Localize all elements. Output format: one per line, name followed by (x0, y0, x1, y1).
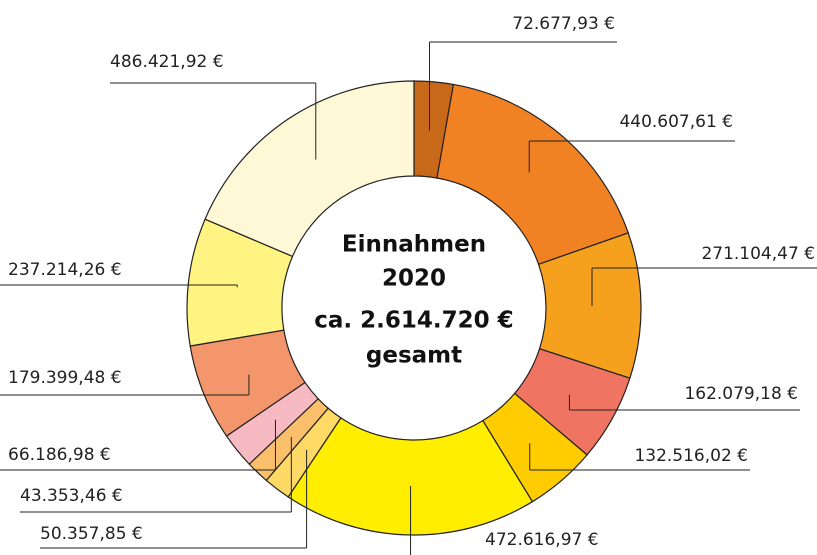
value-label: 132.516,02 € (634, 446, 748, 466)
slice (436, 83, 629, 266)
value-label: 179.399,48 € (8, 368, 122, 388)
value-label: 486.421,92 € (110, 52, 224, 72)
center-line: ca. 2.614.720 € (314, 308, 513, 334)
center-line: 2020 (382, 266, 446, 292)
slice (287, 417, 534, 536)
center-line: gesamt (366, 343, 462, 369)
value-label: 237.214,26 € (8, 260, 122, 280)
center-label: Einnahmen 2020 ca. 2.614.720 € gesamt (314, 232, 513, 369)
value-label: 50.357,85 € (40, 524, 143, 544)
value-label: 440.607,61 € (619, 112, 733, 132)
value-label: 43.353,46 € (20, 486, 123, 506)
value-label: 66.186,98 € (8, 445, 111, 465)
value-label: 162.079,18 € (684, 384, 798, 404)
value-label: 271.104,47 € (701, 244, 815, 264)
center-line: Einnahmen (342, 232, 486, 258)
slices (186, 80, 642, 536)
slice (204, 80, 415, 258)
value-label: 472.616,97 € (485, 530, 599, 550)
labels: 72.677,93 € 440.607,61 € 271.104,47 € 162.0… (0, 14, 817, 555)
value-label: 72.677,93 € (512, 14, 615, 34)
